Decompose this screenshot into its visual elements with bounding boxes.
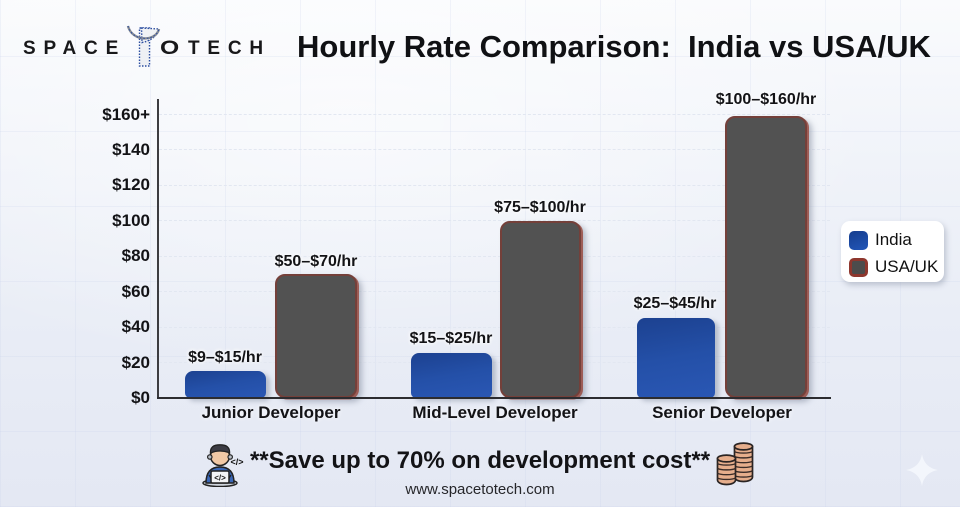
svg-text:</>: </>	[214, 474, 226, 483]
svg-text:</>: </>	[230, 457, 243, 467]
